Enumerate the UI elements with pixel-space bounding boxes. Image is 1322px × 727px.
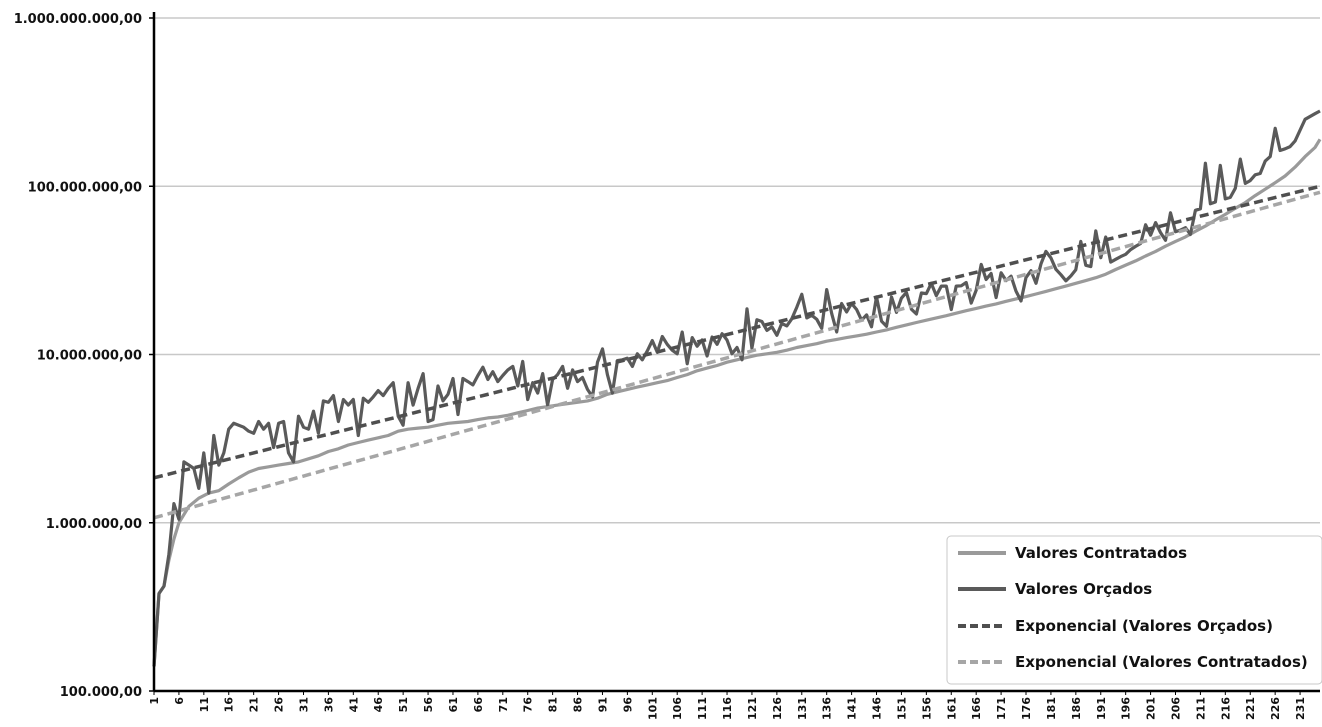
x-tick-label: 61	[447, 697, 460, 712]
x-tick-label: 151	[895, 697, 908, 720]
series-line-valores-orcados	[152, 109, 1321, 667]
x-tick-label: 56	[422, 697, 435, 713]
x-tick-label: 141	[846, 697, 859, 720]
x-tick-label: 136	[821, 697, 834, 720]
x-tick-label: 91	[596, 697, 609, 712]
legend-label-exp-orcados: Exponencial (Valores Orçados)	[1015, 617, 1273, 635]
x-tick-label: 86	[572, 697, 585, 713]
grid-lines	[154, 17, 1320, 524]
x-tick-label: 231	[1294, 697, 1307, 720]
x-tick-label: 211	[1194, 697, 1207, 720]
x-tick-label: 36	[322, 697, 335, 713]
x-tick-label: 161	[945, 697, 958, 720]
x-tick-label: 76	[522, 697, 535, 713]
x-tick-label: 181	[1045, 697, 1058, 720]
x-tick-label: 71	[497, 697, 510, 712]
x-tick-label: 106	[671, 697, 684, 720]
y-tick-label: 1.000.000.000,00	[14, 12, 142, 27]
y-tick-label: 1.000.000,00	[46, 517, 142, 532]
series-line-valores-contratados	[152, 138, 1322, 667]
legend-label-valores-orcados: Valores Orçados	[1015, 580, 1152, 598]
y-tick-label: 100.000.000,00	[28, 180, 142, 195]
x-tick-label: 201	[1145, 697, 1158, 720]
legend-item-exp-contratados: Exponencial (Valores Contratados)	[958, 653, 1308, 671]
x-tick-label: 191	[1095, 697, 1108, 720]
x-tick-label: 111	[696, 697, 709, 720]
x-tick-label: 116	[721, 697, 734, 720]
x-tick-label: 101	[646, 697, 659, 720]
x-tick-label: 26	[273, 697, 286, 713]
legend-item-valores-contratados: Valores Contratados	[958, 544, 1187, 562]
x-tick-label: 121	[746, 697, 759, 720]
y-tick-label: 10.000.000,00	[37, 349, 142, 364]
x-tick-label: 131	[796, 697, 809, 720]
x-tick-label: 21	[248, 697, 261, 712]
y-tick-label: 100.000,00	[60, 685, 142, 700]
x-tick-label: 186	[1070, 697, 1083, 720]
x-tick-label: 156	[920, 697, 933, 720]
legend-box	[946, 535, 1322, 685]
x-tick-label: 66	[472, 697, 485, 713]
series-line-exp-contratados	[153, 190, 1321, 520]
series-layer	[152, 109, 1322, 667]
x-tick-label: 221	[1244, 697, 1257, 720]
legend-label-valores-contratados: Valores Contratados	[1015, 544, 1187, 562]
x-tick-label: 206	[1169, 697, 1182, 720]
x-tick-label: 166	[970, 697, 983, 720]
x-tick-label: 31	[297, 697, 310, 712]
x-tick-label: 46	[372, 697, 385, 713]
x-tick-label: 1	[148, 697, 161, 705]
x-tick-label: 171	[995, 697, 1008, 720]
x-tick-label: 6	[173, 697, 186, 705]
x-tick-label: 146	[871, 697, 884, 720]
x-tick-label: 41	[347, 697, 360, 712]
x-tick-label: 226	[1269, 697, 1282, 720]
y-tick-labels: 100.000,00 1.000.000,00 10.000.000,00 100.0…	[14, 12, 154, 700]
x-tick-label: 51	[397, 697, 410, 712]
x-tick-label: 176	[1020, 697, 1033, 720]
legend-item-valores-orcados: Valores Orçados	[958, 580, 1152, 598]
x-tick-labels: 1 6 11 16 21 26 31 36 41 46 51 56 61 66 71 76 81 86 91 96 10…	[148, 691, 1307, 720]
x-tick-label: 81	[547, 697, 560, 712]
x-tick-label: 16	[223, 697, 236, 713]
x-tick-label: 11	[198, 697, 211, 712]
x-tick-label: 216	[1219, 697, 1232, 720]
series-line-exp-orcados	[153, 184, 1321, 480]
legend-label-exp-contratados: Exponencial (Valores Contratados)	[1015, 653, 1308, 671]
x-tick-label: 196	[1120, 697, 1133, 720]
x-tick-label: 96	[621, 697, 634, 713]
legend-item-exp-orcados: Exponencial (Valores Orçados)	[958, 617, 1273, 635]
legend: Valores Contratados Valores Orçados Expo…	[946, 535, 1322, 685]
x-tick-label: 126	[771, 697, 784, 720]
